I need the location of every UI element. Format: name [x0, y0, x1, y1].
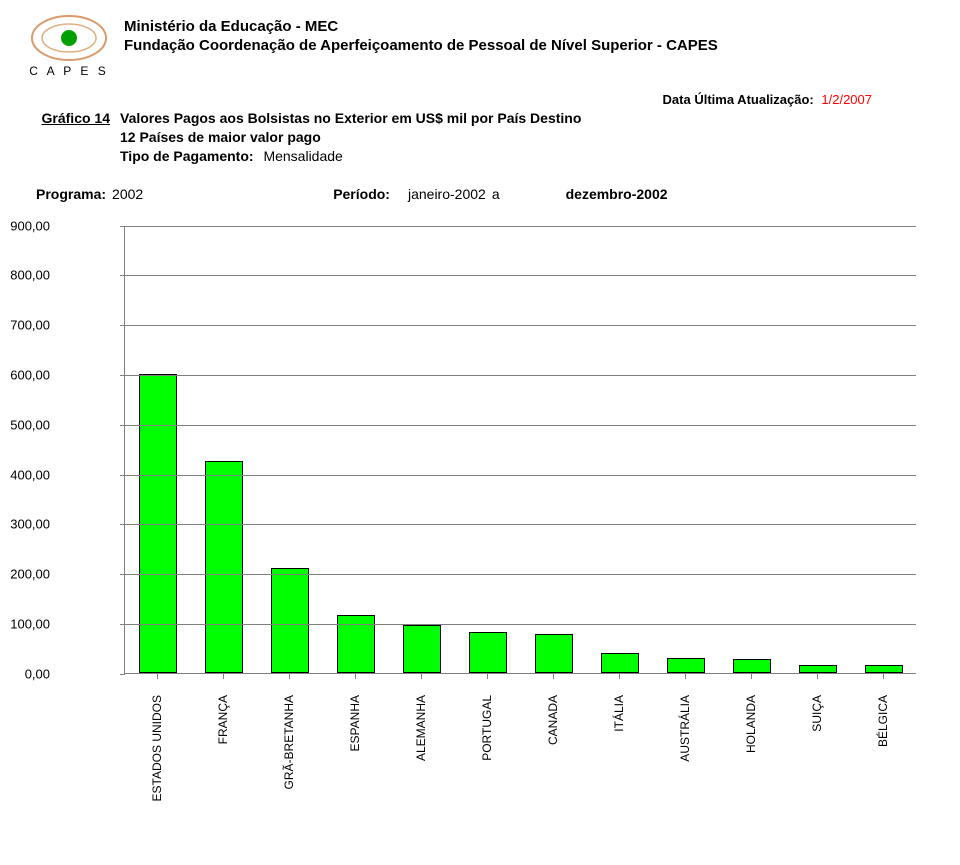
periodo-sep: a — [492, 186, 500, 202]
meta-line2: 12 Países de maior valor pago — [120, 128, 581, 147]
y-tick-mark — [120, 226, 125, 227]
title-ministry: Ministério da Educação - MEC — [124, 18, 718, 35]
periodo-end: dezembro-2002 — [566, 186, 668, 202]
x-axis-label: ESPANHA — [348, 695, 362, 751]
bar — [667, 658, 705, 673]
x-tick-mark — [751, 674, 752, 679]
y-tick-label: 500,00 — [10, 417, 50, 432]
x-axis-label: SUIÇA — [810, 695, 824, 732]
y-tick-label: 900,00 — [10, 218, 50, 233]
gridline — [125, 375, 916, 376]
x-axis-label: ITÁLIA — [612, 695, 626, 732]
programa-value: 2002 — [112, 186, 143, 202]
x-tick-mark — [619, 674, 620, 679]
bar — [799, 665, 837, 672]
y-tick-mark — [120, 325, 125, 326]
x-axis-label: ESTADOS UNIDOS — [150, 695, 164, 801]
y-tick-mark — [120, 375, 125, 376]
gridline — [125, 624, 916, 625]
logo-block: C A P E S — [28, 12, 110, 78]
y-tick-mark — [120, 275, 125, 276]
x-axis-label: BÉLGICA — [876, 695, 890, 747]
x-axis-label: ALEMANHA — [414, 695, 428, 761]
tipo-value: Mensalidade — [263, 148, 342, 164]
grafico-number: Gráfico 14 — [28, 109, 110, 166]
logo-caption: C A P E S — [29, 64, 108, 78]
date-row: Data Última Atualização: 1/2/2007 — [28, 92, 932, 107]
gridline — [125, 226, 916, 227]
bar — [271, 568, 309, 673]
bar — [403, 625, 441, 672]
x-tick-mark — [817, 674, 818, 679]
chart: 0,00100,00200,00300,00400,00500,00600,00… — [68, 226, 928, 766]
x-tick-mark — [421, 674, 422, 679]
x-tick-mark — [355, 674, 356, 679]
gridline — [125, 574, 916, 575]
x-axis-label: HOLANDA — [744, 695, 758, 753]
title-foundation: Fundação Coordenação de Aperfeiçoamento … — [124, 37, 718, 54]
gridline — [125, 425, 916, 426]
bar — [469, 632, 507, 673]
y-tick-label: 200,00 — [10, 567, 50, 582]
meta-line1: Valores Pagos aos Bolsistas no Exterior … — [120, 109, 581, 128]
y-tick-label: 400,00 — [10, 467, 50, 482]
tipo-label: Tipo de Pagamento: — [120, 148, 254, 164]
y-tick-label: 0,00 — [25, 666, 50, 681]
x-tick-mark — [883, 674, 884, 679]
meta-line3: Tipo de Pagamento: Mensalidade — [120, 147, 581, 166]
y-tick-label: 800,00 — [10, 268, 50, 283]
page-root: C A P E S Ministério da Educação - MEC F… — [0, 0, 960, 865]
x-axis-label: CANADA — [546, 695, 560, 745]
x-tick-mark — [223, 674, 224, 679]
meta-lines: Valores Pagos aos Bolsistas no Exterior … — [120, 109, 581, 166]
program-row: Programa: 2002 Período: janeiro-2002 a d… — [28, 186, 932, 202]
y-tick-mark — [120, 475, 125, 476]
y-tick-label: 100,00 — [10, 616, 50, 631]
header: C A P E S Ministério da Educação - MEC F… — [28, 12, 932, 78]
bar — [205, 461, 243, 673]
titles: Ministério da Educação - MEC Fundação Co… — [124, 12, 718, 54]
bar — [601, 653, 639, 673]
periodo-start: janeiro-2002 — [408, 186, 486, 202]
date-value: 1/2/2007 — [821, 92, 872, 107]
bars-layer — [125, 226, 916, 673]
bar — [535, 634, 573, 673]
x-tick-mark — [487, 674, 488, 679]
x-axis-label: GRÃ-BRETANHA — [282, 695, 296, 789]
gridline — [125, 475, 916, 476]
x-axis-label: FRANÇA — [216, 695, 230, 744]
x-tick-mark — [289, 674, 290, 679]
y-tick-label: 600,00 — [10, 368, 50, 383]
x-tick-mark — [157, 674, 158, 679]
gridline — [125, 275, 916, 276]
x-tick-mark — [685, 674, 686, 679]
y-tick-mark — [120, 574, 125, 575]
x-axis-label: PORTUGAL — [480, 695, 494, 761]
meta-block: Gráfico 14 Valores Pagos aos Bolsistas n… — [28, 109, 932, 166]
y-tick-mark — [120, 674, 125, 675]
plot-area — [124, 226, 916, 674]
x-axis-label: AUSTRÁLIA — [678, 695, 692, 762]
y-tick-label: 700,00 — [10, 318, 50, 333]
programa-label: Programa: — [36, 186, 106, 202]
y-tick-mark — [120, 524, 125, 525]
x-tick-mark — [553, 674, 554, 679]
bar — [865, 665, 903, 672]
y-tick-mark — [120, 624, 125, 625]
y-axis-ticks: 0,00100,00200,00300,00400,00500,00600,00… — [60, 226, 116, 674]
x-axis-labels: ESTADOS UNIDOSFRANÇAGRÃ-BRETANHAESPANHAA… — [124, 682, 916, 772]
y-tick-mark — [120, 425, 125, 426]
y-tick-label: 300,00 — [10, 517, 50, 532]
capes-logo-icon — [30, 14, 108, 62]
periodo-label: Período: — [333, 186, 390, 202]
gridline — [125, 524, 916, 525]
gridline — [125, 325, 916, 326]
date-label: Data Última Atualização: — [663, 92, 814, 107]
bar — [733, 659, 771, 673]
